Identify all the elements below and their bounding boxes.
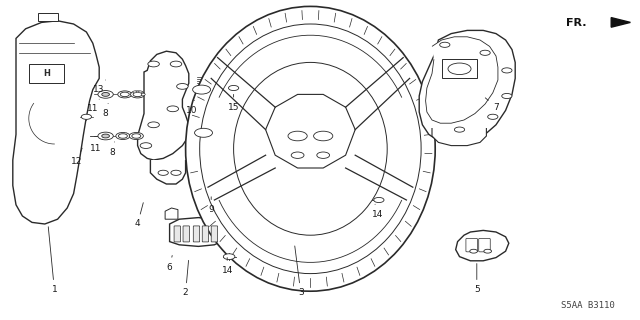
Text: 12: 12 (71, 148, 83, 166)
Circle shape (502, 68, 512, 73)
Circle shape (223, 254, 235, 260)
FancyBboxPatch shape (466, 238, 477, 252)
Text: 7: 7 (485, 98, 499, 112)
Polygon shape (611, 18, 630, 27)
Circle shape (132, 134, 141, 138)
Circle shape (98, 132, 113, 140)
Circle shape (139, 91, 142, 93)
Polygon shape (13, 21, 99, 224)
Circle shape (170, 61, 182, 67)
Ellipse shape (234, 62, 387, 235)
Text: 14: 14 (372, 204, 383, 219)
Circle shape (484, 249, 492, 253)
Circle shape (195, 128, 212, 137)
Circle shape (454, 127, 465, 132)
Circle shape (228, 85, 239, 91)
Circle shape (288, 131, 307, 141)
Polygon shape (38, 13, 58, 21)
Polygon shape (442, 59, 477, 78)
Circle shape (171, 170, 181, 175)
Text: 15: 15 (228, 94, 239, 112)
Ellipse shape (186, 6, 435, 291)
Text: 14: 14 (221, 258, 233, 275)
Circle shape (502, 93, 512, 99)
Circle shape (470, 249, 477, 253)
Circle shape (448, 63, 471, 75)
Text: 3: 3 (295, 246, 303, 297)
Circle shape (116, 132, 130, 140)
Circle shape (440, 42, 450, 47)
Circle shape (141, 93, 145, 95)
Polygon shape (426, 37, 498, 123)
Circle shape (129, 132, 143, 140)
Polygon shape (456, 230, 509, 261)
Circle shape (148, 122, 159, 128)
Text: 5: 5 (474, 264, 479, 294)
Polygon shape (150, 160, 186, 184)
Text: 2: 2 (183, 260, 189, 297)
Circle shape (98, 91, 113, 98)
Circle shape (81, 114, 92, 119)
Circle shape (317, 152, 330, 158)
FancyBboxPatch shape (202, 226, 209, 242)
Ellipse shape (200, 24, 421, 274)
Circle shape (488, 114, 498, 119)
FancyBboxPatch shape (193, 226, 200, 242)
Circle shape (118, 91, 132, 98)
Polygon shape (29, 64, 64, 83)
FancyBboxPatch shape (183, 226, 189, 242)
Circle shape (314, 131, 333, 141)
Circle shape (118, 134, 127, 138)
Circle shape (102, 134, 109, 138)
Text: H: H (44, 69, 50, 78)
Text: 11: 11 (87, 99, 99, 113)
Circle shape (193, 85, 211, 94)
Circle shape (291, 152, 304, 158)
Text: 13: 13 (93, 80, 106, 94)
Text: 1: 1 (48, 227, 57, 294)
Circle shape (120, 92, 129, 97)
FancyBboxPatch shape (174, 226, 180, 242)
Circle shape (167, 106, 179, 112)
Circle shape (374, 197, 384, 203)
Text: 11: 11 (90, 139, 102, 153)
Text: 4: 4 (135, 203, 143, 228)
Polygon shape (432, 128, 486, 146)
Circle shape (131, 91, 145, 98)
Circle shape (148, 61, 159, 67)
Polygon shape (138, 51, 189, 160)
Text: 9: 9 (209, 197, 214, 214)
Text: 8: 8 (103, 103, 108, 118)
Circle shape (133, 91, 137, 93)
Circle shape (133, 92, 142, 97)
Polygon shape (419, 30, 515, 144)
Text: 10: 10 (186, 100, 198, 115)
Text: 6: 6 (167, 255, 172, 272)
Circle shape (480, 50, 490, 55)
Text: 8: 8 (109, 142, 115, 156)
Text: FR.: FR. (566, 18, 587, 28)
Polygon shape (170, 218, 221, 246)
Circle shape (158, 170, 168, 175)
Circle shape (177, 84, 188, 89)
Circle shape (102, 92, 109, 96)
Circle shape (140, 143, 152, 148)
Text: S5AA B3110: S5AA B3110 (561, 301, 614, 310)
FancyBboxPatch shape (479, 238, 490, 252)
FancyBboxPatch shape (211, 226, 218, 242)
Polygon shape (165, 208, 178, 219)
Polygon shape (266, 94, 355, 168)
